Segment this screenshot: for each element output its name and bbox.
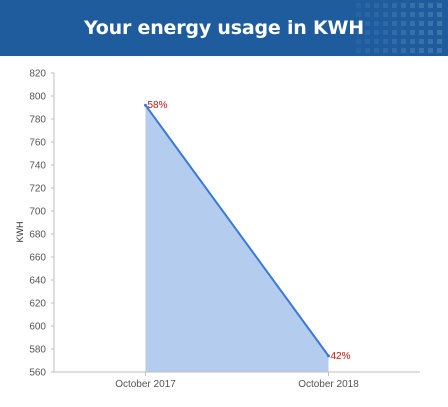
banner-dot [437, 48, 442, 53]
banner-dot [365, 30, 370, 35]
banner-dot [437, 30, 442, 35]
data-point [144, 103, 147, 107]
banner-dot [410, 39, 415, 44]
banner-dot [365, 48, 370, 53]
banner-dot [374, 21, 379, 26]
y-tick-label: 660 [29, 253, 46, 264]
banner-dot [356, 3, 361, 8]
banner-dot [374, 39, 379, 44]
banner-dot [374, 12, 379, 17]
y-tick-label: 600 [29, 322, 46, 333]
banner-dot [437, 12, 442, 17]
y-tick-label: 700 [29, 207, 46, 218]
banner-dot [437, 3, 442, 8]
banner-dot [419, 3, 424, 8]
y-tick-label: 720 [29, 184, 46, 195]
data-label: 58% [148, 100, 168, 111]
banner-dot [374, 30, 379, 35]
banner-dot [428, 48, 433, 53]
banner-dot [410, 30, 415, 35]
banner-dot [401, 21, 406, 26]
banner-dot [383, 21, 388, 26]
y-tick-label: 580 [29, 345, 46, 356]
y-tick-label: 820 [29, 69, 46, 80]
banner-dot [392, 48, 397, 53]
banner-dot [365, 3, 370, 8]
data-label: 42% [331, 351, 351, 362]
banner-dot [401, 12, 406, 17]
banner-dot [410, 12, 415, 17]
series-line [144, 104, 330, 357]
banner-dot [419, 30, 424, 35]
title-banner: Your energy usage in KWH [0, 0, 448, 56]
y-tick-label: 740 [29, 161, 46, 172]
banner-dot [419, 48, 424, 53]
y-tick-label: 680 [29, 230, 46, 241]
banner-dot [374, 48, 379, 53]
banner-dot [383, 48, 388, 53]
y-tick-label: 800 [29, 92, 46, 103]
banner-dot [383, 30, 388, 35]
y-tick-label: 620 [29, 299, 46, 310]
banner-dot [437, 21, 442, 26]
y-axis-label: KWH [15, 222, 25, 243]
banner-dot [356, 39, 361, 44]
banner-dot [356, 12, 361, 17]
area-fill [145, 105, 329, 372]
banner-dot [410, 21, 415, 26]
banner-dot [383, 3, 388, 8]
banner-dot [356, 21, 361, 26]
banner-dot [428, 3, 433, 8]
banner-dot [356, 30, 361, 35]
banner-dot [365, 21, 370, 26]
banner-dot [410, 48, 415, 53]
banner-dot [428, 39, 433, 44]
banner-dot [392, 3, 397, 8]
banner-dot [419, 21, 424, 26]
banner-dot [365, 12, 370, 17]
x-tick-label: October 2018 [298, 379, 359, 390]
banner-dot [365, 39, 370, 44]
banner-dot [392, 12, 397, 17]
banner-dot-pattern [356, 3, 442, 53]
banner-dot [392, 39, 397, 44]
banner-dot [401, 30, 406, 35]
banner-dot [392, 30, 397, 35]
banner-dot [401, 39, 406, 44]
banner-dot [392, 21, 397, 26]
banner-dot [428, 12, 433, 17]
x-tick-label: October 2017 [115, 379, 176, 390]
y-tick-label: 640 [29, 276, 46, 287]
banner-dot [401, 48, 406, 53]
banner-dot [437, 39, 442, 44]
banner-dot [374, 3, 379, 8]
area-chart: 560 580 600 620 640 660 680 700 720 740 760 780 800 8… [15, 69, 420, 390]
chart-title: Your energy usage in KWH [83, 17, 365, 39]
y-tick-label: 760 [29, 138, 46, 149]
banner-dot [428, 30, 433, 35]
banner-dot [419, 12, 424, 17]
banner-dot [419, 39, 424, 44]
banner-dot [383, 39, 388, 44]
y-tick-label: 780 [29, 115, 46, 126]
banner-dot [410, 3, 415, 8]
banner-dot [383, 12, 388, 17]
y-tick-label: 560 [29, 368, 46, 379]
banner-dot [356, 48, 361, 53]
data-point [327, 354, 330, 358]
banner-dot [401, 3, 406, 8]
banner-dot [428, 21, 433, 26]
chart-area: 560 580 600 620 640 660 680 700 720 740 760 780 800 8… [0, 56, 448, 407]
